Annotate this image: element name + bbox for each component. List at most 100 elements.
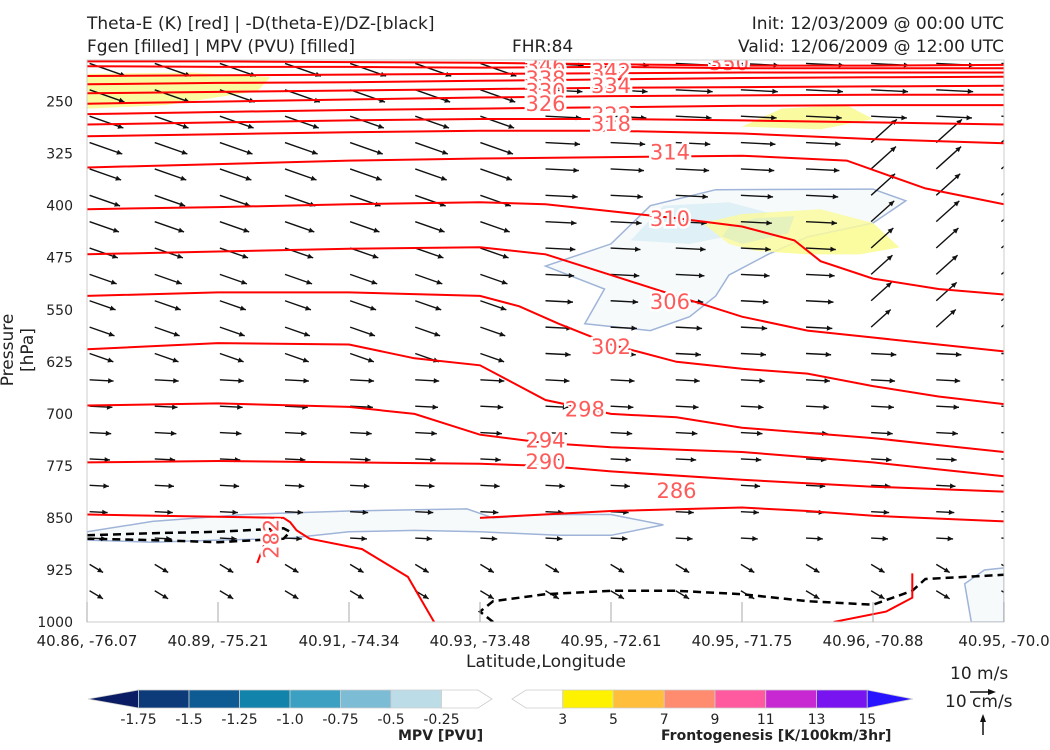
wind-vector-head — [117, 123, 124, 129]
wind-vector — [219, 141, 253, 155]
wind-vector-head — [375, 175, 382, 181]
wind-vector-head — [444, 97, 451, 103]
wind-vector-head — [832, 194, 839, 200]
wind-vector-head — [310, 175, 317, 181]
wind-vector-head — [427, 509, 434, 515]
wind-vector-head — [683, 567, 690, 573]
wind-vector-head — [901, 115, 907, 121]
mpv-region — [963, 567, 1004, 622]
wind-vector — [480, 141, 514, 155]
theta-e-contour-label: 334 — [591, 74, 631, 98]
theta-e-contour — [87, 75, 1004, 86]
title-line-1: Theta-E (K) [red] | -D(theta-E)/DZ-[blac… — [87, 14, 435, 34]
wind-vector-head — [1020, 147, 1026, 153]
wind-vector-head — [947, 536, 954, 542]
mpv-colorbar-segment — [390, 689, 442, 709]
wind-vector-head — [308, 227, 315, 233]
fgen-colorbar-segment — [866, 689, 914, 709]
y-tick-label: 400 — [46, 199, 73, 215]
wind-vector-head — [497, 404, 504, 410]
wind-vector-head — [162, 593, 169, 599]
wind-vector-head — [878, 593, 885, 599]
wind-vector-head — [902, 88, 909, 95]
wind-vector-head — [246, 149, 253, 155]
wind-vector — [545, 168, 579, 172]
fgen-colorbar-segment — [765, 689, 817, 709]
wind-vector-head — [302, 357, 309, 363]
wind-vector-head — [765, 246, 771, 252]
wind-vector-head — [364, 457, 371, 463]
theta-e-contour — [87, 118, 1004, 126]
wind-vector-head — [292, 567, 299, 573]
wind-vector-head — [817, 536, 823, 542]
wind-vector — [1001, 379, 1004, 381]
wind-vector-head — [305, 305, 311, 311]
wind-vector-head — [1021, 119, 1027, 125]
wind-vector-head — [888, 404, 894, 410]
wind-vector-head — [227, 593, 234, 599]
wind-vector-head — [492, 509, 499, 515]
wind-vector-head — [764, 272, 770, 279]
forecast-hour: FHR:84 — [512, 37, 574, 57]
wind-vector-head — [173, 331, 180, 337]
wind-vector-head — [247, 123, 254, 129]
wind-vector — [805, 141, 841, 145]
wind-vector-head — [180, 175, 187, 181]
wind-vector-head — [1034, 62, 1040, 67]
wind-vector-head — [235, 430, 242, 437]
wind-vector — [154, 141, 188, 155]
fgen-colorbar-tick: 9 — [711, 712, 720, 728]
wind-vector-head — [1015, 310, 1021, 316]
wind-vector-head — [500, 305, 507, 311]
wind-vector — [675, 141, 711, 145]
wind-vector-head — [110, 279, 117, 285]
wind-vector-head — [437, 253, 444, 259]
theta-e-contour — [87, 60, 1004, 67]
wind-vector-head — [830, 246, 836, 252]
theta-e-contour-label: 306 — [650, 290, 690, 314]
wind-vector-head — [574, 141, 581, 147]
mpv-colorbar-tick: -1.75 — [120, 712, 156, 728]
theta-e-contour — [87, 154, 1004, 206]
wind-vector-head — [943, 593, 950, 599]
y-tick-label: 925 — [46, 563, 73, 579]
wind-vector-head — [487, 593, 494, 599]
wind-vector-head — [432, 404, 439, 410]
wind-vector-head — [431, 430, 437, 437]
mpv-colorbar-segment — [239, 689, 291, 709]
wind-vector — [675, 168, 710, 172]
wind-vector-head — [303, 331, 310, 337]
wind-vector-head — [1033, 89, 1039, 94]
wind-vector-head — [576, 88, 583, 95]
mpv-colorbar-segment — [188, 689, 240, 709]
theta-e-contour — [833, 573, 914, 622]
theta-e-contour-label: 286 — [656, 479, 696, 503]
wind-vector-head — [242, 253, 249, 259]
wind-vector-head — [565, 351, 571, 358]
wind-vector-head — [632, 299, 639, 305]
fgen-colorbar-tick: 11 — [757, 712, 775, 728]
wind-vector-head — [1020, 174, 1026, 180]
wind-vector-head — [1021, 352, 1027, 357]
wind-vector-head — [707, 88, 713, 95]
wind-vector-head — [759, 378, 765, 384]
mpv-colorbar-segment — [340, 689, 392, 709]
theta-e-contour — [87, 65, 1004, 70]
theta-e-contour-label: 302 — [591, 335, 631, 359]
wind-vector-head — [441, 149, 448, 155]
wind-vector-head — [108, 331, 115, 337]
wind-vector-head — [629, 378, 635, 384]
wind-vector-head — [951, 457, 957, 463]
wind-vector-head — [690, 457, 697, 463]
wind-vector-head — [950, 282, 957, 288]
wind-vector — [89, 89, 125, 103]
wind-vector-head — [705, 115, 712, 121]
vertical-motion-reference-arrow-head — [980, 714, 986, 722]
wind-vector — [1001, 89, 1004, 91]
wind-vector-head — [956, 119, 962, 125]
wind-vector-head — [487, 567, 494, 573]
wind-vector-head — [371, 279, 378, 285]
theta-e-contour-label: 326 — [525, 92, 565, 116]
wind-vector-head — [769, 141, 776, 147]
